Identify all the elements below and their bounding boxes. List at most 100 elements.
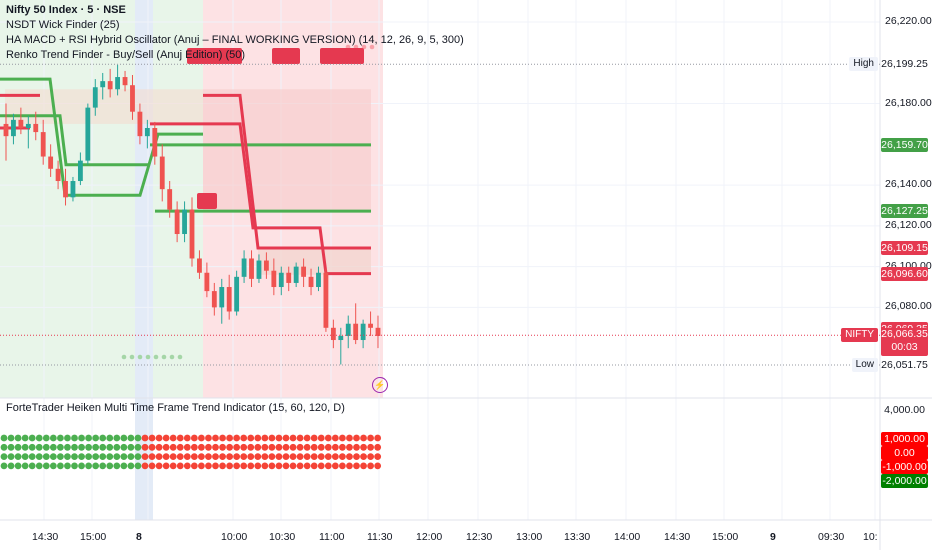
- time-tick-label: 11:30: [367, 531, 393, 543]
- symbol-title[interactable]: Nifty 50 Index · 5 · NSE: [6, 4, 126, 16]
- signal-dot: [153, 354, 159, 360]
- candle-body: [211, 291, 217, 308]
- candle-body: [3, 123, 9, 137]
- trend-dot: [367, 453, 374, 460]
- trend-dot: [339, 443, 346, 451]
- trend-dot: [254, 443, 262, 451]
- trend-dot: [310, 453, 318, 460]
- trend-dot: [247, 443, 255, 451]
- trend-dot: [219, 443, 226, 451]
- trend-dot: [35, 453, 43, 460]
- trend-dot: [226, 462, 234, 470]
- trend-dot: [360, 434, 367, 442]
- trend-dot: [289, 462, 297, 470]
- signal-box: [272, 48, 300, 64]
- trend-dot: [120, 453, 128, 460]
- trend-dot: [92, 443, 100, 451]
- oscillator-tick-label: 0.00: [881, 446, 928, 460]
- trend-dot: [240, 453, 248, 460]
- trend-dot: [219, 453, 226, 460]
- candle-body: [107, 81, 113, 90]
- trend-dot: [310, 434, 318, 442]
- trend-dot: [71, 434, 78, 442]
- trend-dot: [289, 434, 297, 442]
- trend-dot: [7, 434, 15, 442]
- trend-dot: [134, 462, 142, 470]
- trend-dot: [120, 434, 128, 442]
- candle-body: [316, 272, 321, 288]
- trend-dot: [353, 453, 360, 460]
- trend-dot: [339, 462, 346, 470]
- trend-dot: [226, 453, 234, 460]
- indicator-legend-item[interactable]: NSDT Wick Finder (25): [6, 19, 120, 31]
- candle-body: [263, 260, 269, 271]
- candle-body: [77, 160, 83, 182]
- trend-dot: [49, 453, 57, 460]
- trend-dot: [275, 434, 283, 442]
- trend-dot: [353, 434, 360, 442]
- trend-dot: [49, 434, 57, 442]
- trend-dot: [183, 443, 191, 451]
- trend-dot: [78, 453, 85, 460]
- signal-dot: [177, 354, 183, 360]
- trend-dot: [254, 453, 262, 460]
- trend-dot: [346, 434, 353, 442]
- trend-dot: [240, 443, 248, 451]
- indicator-legend-item[interactable]: Renko Trend Finder - Buy/Sell (Anuj Edit…: [6, 49, 246, 61]
- countdown-timer: 00:03: [891, 341, 918, 354]
- trend-dot: [233, 434, 241, 442]
- trend-dot: [42, 462, 50, 470]
- signal-dot: [129, 354, 135, 360]
- trend-dot: [85, 453, 92, 460]
- trend-dot: [317, 462, 325, 470]
- trend-dot: [331, 443, 339, 451]
- trend-dot: [374, 434, 382, 442]
- trend-dot: [78, 443, 85, 451]
- time-tick-label: 13:30: [564, 531, 591, 543]
- trend-dot: [212, 453, 219, 460]
- trend-dot: [42, 443, 50, 451]
- trend-dot: [106, 462, 114, 470]
- trend-dot: [324, 462, 332, 470]
- trend-dot: [57, 443, 64, 451]
- trend-dot: [346, 453, 353, 460]
- trend-dot: [282, 434, 290, 442]
- candle-body: [189, 209, 195, 259]
- trend-dot: [296, 462, 304, 470]
- sub-pane-legend[interactable]: ForteTrader Heiken Multi Time Frame Tren…: [6, 402, 345, 414]
- price-tick-label: 26,220.00: [885, 15, 932, 27]
- trend-dot: [317, 434, 325, 442]
- renko-band: [258, 248, 371, 275]
- trend-dot: [205, 453, 212, 460]
- candle-body: [338, 335, 344, 341]
- trend-dot: [42, 453, 50, 460]
- candle-body: [375, 327, 381, 336]
- trend-dot: [113, 434, 121, 442]
- candle-body: [204, 272, 210, 292]
- bolt-icon[interactable]: ⚡: [372, 377, 388, 393]
- trend-dot: [324, 434, 332, 442]
- trend-dot: [254, 434, 262, 442]
- trend-dot: [296, 443, 304, 451]
- indicator-legend-item[interactable]: HA MACD + RSI Hybrid Oscillator (Anuj – …: [6, 34, 464, 46]
- trend-dot: [303, 434, 311, 442]
- trend-dot: [57, 453, 64, 460]
- trend-dot: [360, 453, 367, 460]
- trend-dot: [92, 434, 100, 442]
- trend-dot: [71, 462, 78, 470]
- candle-body: [256, 260, 262, 279]
- trend-dot: [120, 462, 128, 470]
- trend-dot: [92, 453, 100, 460]
- candle-body: [345, 323, 351, 336]
- trend-dot: [155, 453, 163, 460]
- trend-dot: [92, 462, 100, 470]
- trend-dot: [64, 453, 71, 460]
- trend-dot: [353, 462, 360, 470]
- price-tick-label: 26,120.00: [885, 218, 932, 231]
- trend-dot: [261, 434, 269, 442]
- candle-body: [249, 258, 254, 279]
- candle-body: [226, 287, 232, 312]
- trend-dot: [134, 443, 142, 451]
- trend-dot: [0, 443, 8, 451]
